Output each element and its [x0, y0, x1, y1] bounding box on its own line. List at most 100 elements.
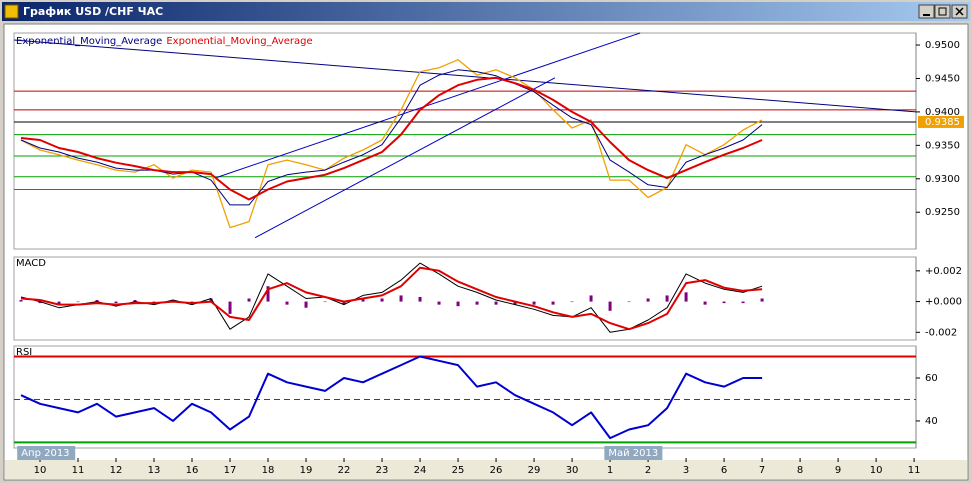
minimize-button[interactable] [918, 4, 935, 19]
histogram-bar [57, 301, 61, 305]
histogram-bar [323, 301, 327, 303]
histogram-bar [437, 301, 441, 305]
x-tick-label: 6 [721, 465, 727, 476]
histogram-bar [380, 298, 384, 302]
close-glyph [955, 7, 964, 16]
trend-line [214, 32, 641, 179]
histogram-bar [38, 301, 42, 304]
histogram-bar [608, 301, 612, 311]
y-tick-label: 0.9500 [925, 40, 960, 51]
x-tick-label: 8 [797, 465, 803, 476]
x-tick-label: 25 [452, 465, 465, 476]
x-tick-label: 19 [300, 465, 313, 476]
histogram-bar [76, 301, 80, 303]
x-tick-label: 10 [870, 465, 883, 476]
y-tick-label: 0.9350 [925, 140, 960, 151]
y-tick-label: 0.9400 [925, 107, 960, 118]
last-price-tag [918, 115, 964, 128]
x-tick-label: 11 [72, 465, 85, 476]
restore-glyph [938, 7, 947, 16]
histogram-bar [741, 301, 745, 304]
x-tick-label: 2 [645, 465, 651, 476]
y-tick-label: 60 [925, 373, 938, 384]
x-tick-label: 1 [607, 465, 613, 476]
histogram-bar [532, 301, 536, 305]
histogram-bar [95, 300, 99, 302]
y-tick-label: 40 [925, 416, 938, 427]
x-tick-label: 22 [338, 465, 351, 476]
panel-title: MACD [16, 258, 46, 269]
series-line [20, 69, 763, 206]
histogram-bar [342, 301, 346, 305]
y-tick-label: +0.002 [925, 266, 962, 277]
y-tick-label: 0.9450 [925, 73, 960, 84]
legend-entry: Exponential_Moving_Average [166, 36, 312, 47]
period-tag [17, 446, 76, 460]
panel-frame [13, 32, 917, 250]
panel-title: RSI [16, 347, 32, 358]
histogram-bar [570, 301, 574, 303]
histogram-bar [760, 298, 764, 302]
x-axis-band [5, 460, 967, 479]
x-tick-label: 13 [148, 465, 161, 476]
histogram-bar [684, 292, 688, 302]
histogram-bar [285, 301, 289, 305]
panel-frame [13, 256, 917, 341]
window-title: График USD /CHF ЧАС [23, 5, 163, 18]
histogram-bar [513, 301, 517, 305]
panel-frame [13, 345, 917, 449]
y-tick-label: +0.000 [925, 297, 962, 308]
histogram-bar [19, 300, 23, 302]
histogram-bar [722, 301, 726, 304]
x-tick-label: 9 [835, 465, 841, 476]
trend-line [13, 39, 917, 113]
series-line [20, 355, 763, 440]
title-bar [2, 2, 970, 21]
histogram-bar [114, 301, 118, 304]
x-tick-label: 7 [759, 465, 765, 476]
histogram-bar [551, 301, 555, 305]
x-tick-label: 11 [908, 465, 921, 476]
histogram-bar [418, 296, 422, 302]
histogram-bar [209, 298, 213, 302]
histogram-bar [494, 301, 498, 305]
histogram-bar [703, 301, 707, 305]
histogram-bar [228, 301, 232, 314]
histogram-bar [247, 298, 251, 302]
series-line [20, 266, 763, 331]
x-tick-label: 23 [376, 465, 389, 476]
histogram-bar [646, 298, 650, 302]
x-tick-label: 26 [490, 465, 503, 476]
period-label: Апр 2013 [21, 448, 69, 459]
y-tick-label: -0.002 [925, 327, 957, 338]
histogram-bar [399, 295, 403, 302]
histogram-bar [133, 300, 137, 302]
last-price-label: 0.9385 [925, 117, 960, 128]
x-tick-label: 17 [224, 465, 237, 476]
x-tick-label: 12 [110, 465, 123, 476]
histogram-bar [589, 295, 593, 302]
legend-entry: Exponential_Moving_Average [16, 36, 162, 47]
window-icon [4, 4, 19, 19]
x-tick-label: 10 [34, 465, 47, 476]
x-tick-label: 30 [566, 465, 579, 476]
window-buttons [918, 4, 968, 19]
restore-button[interactable] [934, 4, 951, 19]
x-tick-label: 3 [683, 465, 689, 476]
trend-line [254, 77, 556, 239]
x-tick-label: 18 [262, 465, 275, 476]
histogram-bar [665, 295, 669, 302]
y-tick-label: 0.9300 [925, 174, 960, 185]
period-label: Май 2013 [608, 448, 658, 459]
histogram-bar [627, 301, 631, 303]
x-tick-label: 16 [186, 465, 199, 476]
histogram-bar [304, 301, 308, 308]
series-line [20, 76, 763, 201]
histogram-bar [361, 298, 365, 302]
y-tick-label: 0.9250 [925, 207, 960, 218]
histogram-bar [475, 301, 479, 305]
x-tick-label: 24 [414, 465, 427, 476]
histogram-bar [266, 286, 270, 302]
